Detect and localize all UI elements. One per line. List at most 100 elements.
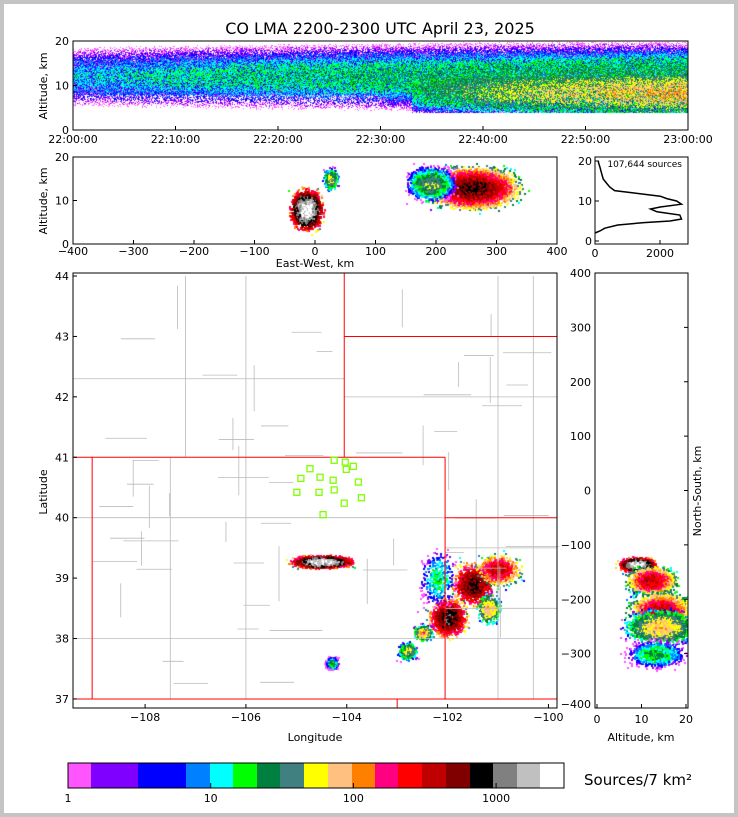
- time-panel-ytick-label: 10: [55, 80, 69, 93]
- lma-station-marker: [293, 488, 301, 496]
- ns-panel-xlabel: Altitude, km: [607, 731, 674, 744]
- time-panel-xtick-label: 22:00:00: [48, 133, 97, 146]
- colorbar-segment: [517, 763, 540, 788]
- colorbar-segment: [375, 763, 398, 788]
- map-xtick-label: −102: [432, 711, 462, 724]
- histogram-ytick-label: 10: [578, 195, 592, 208]
- lma-station-marker: [329, 476, 337, 484]
- map-xtick-label: −106: [231, 711, 261, 724]
- ns-panel-ytick-label: −100: [561, 539, 591, 552]
- colorbar-segment: [540, 763, 564, 788]
- ns-panel-ytick-label: 200: [570, 376, 591, 389]
- ns-panel-ytick-label: −200: [561, 593, 591, 606]
- time-panel-xtick-label: 22:40:00: [458, 133, 507, 146]
- colorbar-tick-label: 1000: [482, 792, 510, 805]
- ew-panel-ytick-label: 10: [55, 195, 69, 208]
- colorbar-segment: [138, 763, 186, 788]
- lma-station-marker: [357, 494, 366, 502]
- ew-panel-ytick-label: 0: [62, 238, 69, 251]
- time-panel-frame: [72, 40, 689, 131]
- map-ytick-label: 42: [55, 391, 69, 404]
- lma-station-marker: [319, 511, 327, 519]
- ns-panel-ytick-label: 100: [570, 430, 591, 443]
- colorbar-segment: [328, 763, 352, 788]
- map-ytick-label: 39: [55, 572, 69, 585]
- ew-panel-xtick-label: −100: [239, 245, 269, 258]
- histogram-line: [594, 160, 684, 234]
- ew-altitude-density: [73, 157, 557, 244]
- ew-panel-frame: [72, 156, 558, 245]
- ew-panel-xtick-label: −400: [58, 245, 88, 258]
- colorbar-segment: [493, 763, 517, 788]
- ns-panel-ytick-label: 400: [570, 267, 591, 280]
- colorbar-segment: [352, 763, 375, 788]
- lma-station-marker: [316, 473, 324, 481]
- histogram-annotation: 107,644 sources: [607, 160, 682, 170]
- time-altitude-density: [73, 41, 688, 130]
- map-frame: [72, 272, 558, 709]
- figure-title: CO LMA 2200-2300 UTC April 23, 2025: [225, 19, 535, 38]
- histogram-xtick-label: 0: [592, 247, 599, 260]
- map-ytick-label: 38: [55, 633, 69, 646]
- colorbar-segment: [186, 763, 210, 788]
- map-ytick-label: 40: [55, 512, 69, 525]
- colorbar-label: Sources/7 km²: [584, 771, 692, 789]
- ns-panel-ylabel: North-South, km: [691, 446, 704, 537]
- ew-panel-xtick-label: 200: [426, 245, 447, 258]
- histogram-ytick-label: 20: [578, 155, 592, 168]
- time-panel-ylabel: Altitude, km: [37, 52, 50, 119]
- map-xtick-label: −108: [130, 711, 160, 724]
- map-ytick-label: 41: [55, 451, 69, 464]
- lma-station-marker: [330, 456, 338, 464]
- colorbar-tick-label: 1: [65, 792, 72, 805]
- colorbar-segment: [257, 763, 280, 788]
- lma-station-marker: [354, 478, 363, 486]
- ew-panel-xtick-label: 100: [365, 245, 386, 258]
- map-ytick-label: 37: [55, 693, 69, 706]
- ns-panel-xtick-label: 0: [594, 713, 601, 726]
- colorbar-segment: [91, 763, 138, 788]
- time-panel-xtick-label: 22:30:00: [356, 133, 405, 146]
- colorbar-segment: [210, 763, 233, 788]
- colorbar-tick-label: 100: [343, 792, 364, 805]
- lma-station-marker: [342, 465, 350, 474]
- ns-panel-ytick-label: −300: [561, 648, 591, 661]
- colorbar-segment: [68, 763, 91, 788]
- time-panel-ytick-label: 20: [55, 35, 69, 48]
- ew-panel-xtick-label: 300: [486, 245, 507, 258]
- lma-station-marker: [341, 458, 349, 466]
- colorbar-frame: [67, 762, 565, 789]
- altitude-ns-density: [595, 273, 688, 708]
- ns-panel-ytick-label: −400: [561, 698, 591, 711]
- lma-station-marker: [306, 465, 314, 473]
- ew-panel-xlabel: East-West, km: [276, 257, 354, 270]
- county-boundaries: [73, 276, 560, 699]
- lma-station-marker: [340, 499, 348, 507]
- lma-station-marker: [315, 488, 323, 496]
- ns-panel-frame: [594, 272, 689, 709]
- ns-panel-xtick-label: 20: [679, 713, 693, 726]
- ew-panel-xtick-label: 0: [312, 245, 319, 258]
- ew-panel-ytick-label: 20: [55, 151, 69, 164]
- ns-panel-xtick-label: 10: [635, 713, 649, 726]
- map-xtick-label: −104: [332, 711, 362, 724]
- ns-panel-ytick-label: 300: [570, 321, 591, 334]
- histogram-xtick-label: 2000: [646, 247, 674, 260]
- histogram-ytick-label: 0: [585, 235, 592, 248]
- ew-panel-xtick-label: 400: [547, 245, 568, 258]
- colorbar-segment: [280, 763, 304, 788]
- lma-station-marker: [297, 474, 305, 483]
- map-xlabel: Longitude: [288, 731, 343, 744]
- ew-panel-xtick-label: −300: [118, 245, 148, 258]
- lma-station-marker: [349, 462, 357, 470]
- state-boundaries: [73, 273, 557, 708]
- map-xtick-label: −100: [533, 711, 563, 724]
- time-panel-ytick-label: 0: [62, 124, 69, 137]
- map-ytick-label: 44: [55, 270, 69, 283]
- colorbar-segment: [233, 763, 257, 788]
- time-panel-xtick-label: 22:20:00: [253, 133, 302, 146]
- map-ytick-label: 43: [55, 330, 69, 343]
- colorbar-segment: [304, 763, 328, 788]
- time-panel-xtick-label: 22:10:00: [151, 133, 200, 146]
